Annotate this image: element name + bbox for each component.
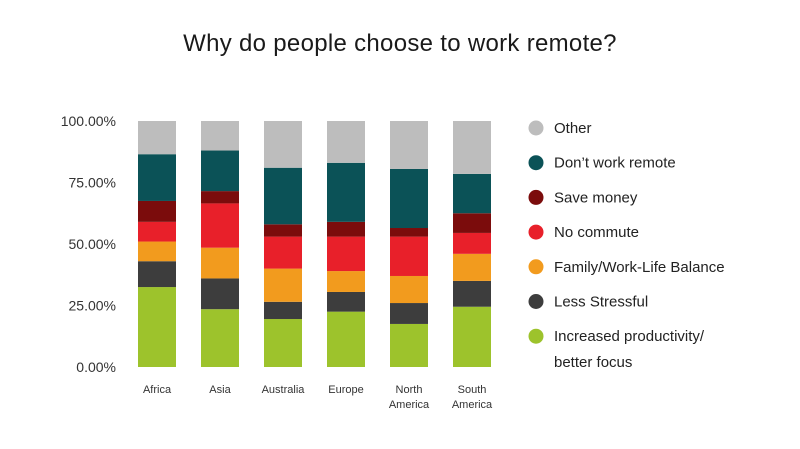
bar-segment (201, 278, 239, 310)
legend-label: Less Stressful (554, 294, 648, 311)
legend-swatch (528, 328, 544, 344)
bar-segment (138, 241, 176, 262)
bar-segment (264, 319, 302, 367)
bar-segment (390, 121, 428, 169)
bar-segment (453, 173, 491, 214)
bar-segment (138, 200, 176, 222)
bar-segment (264, 121, 302, 168)
y-tick-label: 100.00% (61, 113, 116, 129)
bar-segment (390, 168, 428, 229)
legend-item: Family/Work-Life Balance (528, 259, 725, 276)
bar-segment (201, 247, 239, 279)
legend-swatch (528, 189, 544, 205)
bar-segment (201, 309, 239, 367)
bar-segment (264, 167, 302, 225)
y-tick-label: 0.00% (76, 359, 116, 375)
legend-label: No commute (554, 224, 639, 241)
bar-segment (201, 203, 239, 248)
legend-item: Less Stressful (528, 294, 648, 311)
x-tick-label: South America (452, 384, 493, 411)
legend-label: Other (554, 120, 592, 137)
bar-segment (138, 221, 176, 242)
y-axis: 0.00% 25.00% 50.00% 75.00% 100.00% (61, 113, 116, 375)
legend-label: Don’t work remote (554, 155, 676, 172)
bars (138, 121, 491, 367)
bar-segment (390, 236, 428, 276)
bar-segment (138, 287, 176, 367)
bar-segment (201, 191, 239, 204)
bar-segment (453, 121, 491, 174)
legend-label: Save money (554, 189, 638, 206)
bar-segment (453, 280, 491, 307)
x-tick-label: Africa (143, 384, 172, 396)
bar-segment (138, 261, 176, 288)
y-tick-label: 25.00% (69, 298, 116, 314)
legend-item: Don’t work remote (528, 155, 676, 172)
legend-swatch (528, 294, 544, 309)
legend-swatch (528, 120, 544, 136)
legend-item: Save money (528, 189, 638, 206)
bar-segment (264, 224, 302, 237)
legend-item: Other (528, 120, 592, 137)
bar-segment (390, 323, 428, 367)
legend-swatch (528, 259, 544, 275)
legend-item: No commute (528, 224, 639, 241)
bar-segment (390, 275, 428, 304)
bar-segment (453, 232, 491, 254)
legend-label: Increased productivity/better focus (554, 328, 705, 371)
bar-segment (138, 154, 176, 201)
x-tick-label: Europe (328, 384, 363, 396)
bar-segment (390, 303, 428, 324)
bar-segment (327, 121, 365, 163)
x-axis: Africa Asia Australia Europe North America Sou… (143, 384, 493, 411)
legend-swatch (528, 224, 544, 240)
bar-segment (453, 253, 491, 281)
bar-segment (327, 236, 365, 272)
y-tick-label: 50.00% (69, 236, 116, 252)
y-tick-label: 75.00% (69, 175, 116, 191)
legend: Other Don’t work remote Save money No commu… (528, 120, 725, 371)
bar-segment (327, 311, 365, 367)
bar-segment (327, 162, 365, 222)
legend-swatch (528, 155, 544, 171)
bar-segment (453, 306, 491, 367)
legend-label: Family/Work-Life Balance (554, 259, 725, 276)
bar-segment (390, 228, 428, 237)
legend-item: Increased productivity/better focus (528, 328, 705, 371)
x-tick-label: North America (389, 384, 430, 411)
bar-segment (138, 121, 176, 155)
bar-segment (327, 271, 365, 292)
bar-segment (264, 301, 302, 320)
bar-segment (327, 221, 365, 237)
x-tick-label: Asia (209, 384, 231, 396)
bar-segment (264, 268, 302, 302)
x-tick-label: Australia (262, 384, 306, 396)
bar-segment (453, 213, 491, 233)
bar-segment (264, 236, 302, 269)
bar-segment (201, 121, 239, 151)
bar-segment (327, 291, 365, 312)
chart-title: Why do people choose to work remote? (183, 30, 617, 57)
bar-segment (201, 150, 239, 192)
